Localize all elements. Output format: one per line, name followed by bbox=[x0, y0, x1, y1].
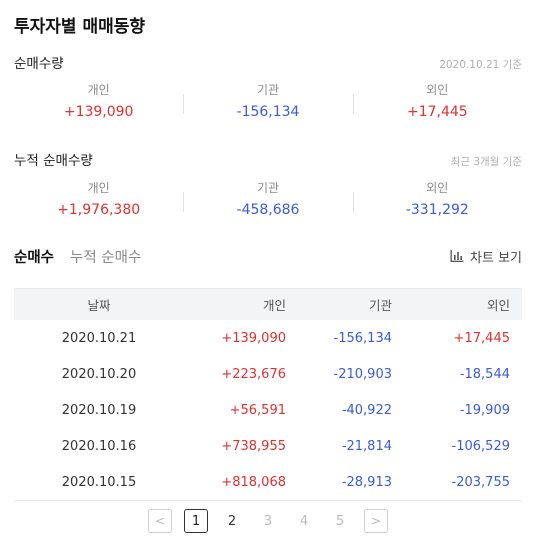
row-foreign: +17,445 bbox=[453, 330, 510, 346]
page-2[interactable]: 2 bbox=[227, 513, 237, 529]
cumulative-volume-title: 누적 순매수량 bbox=[14, 153, 93, 169]
net-institution-value: -156,134 bbox=[236, 104, 300, 120]
net-volume-summary: 개인 +139,090 기관 -156,134 외인 +17,445 bbox=[14, 82, 522, 126]
header-foreign: 외인 bbox=[486, 298, 510, 313]
chart-view-label: 차트 보기 bbox=[470, 250, 522, 266]
net-volume-title: 순매수량 bbox=[14, 56, 64, 72]
bar-chart-icon bbox=[450, 250, 464, 262]
cumulative-institution-label: 기관 bbox=[256, 181, 280, 195]
cumulative-individual-label: 개인 bbox=[87, 181, 110, 195]
net-foreign-value: +17,445 bbox=[406, 104, 468, 120]
net-volume-header: 순매수량 2020.10.21 기준 bbox=[14, 52, 522, 72]
net-institution-label: 기관 bbox=[256, 83, 280, 97]
cumulative-foreign: 외인 -331,292 bbox=[352, 180, 522, 224]
net-foreign: 외인 +17,445 bbox=[352, 82, 522, 126]
row-individual: +818,068 bbox=[221, 474, 286, 490]
page-4[interactable]: 4 bbox=[299, 513, 309, 529]
row-institution: -28,913 bbox=[341, 474, 392, 490]
table-bottom-divider bbox=[14, 500, 522, 501]
cumulative-volume-note: 최근 3개월 기준 bbox=[450, 156, 522, 168]
page-1[interactable]: 1 bbox=[184, 509, 208, 533]
cumulative-foreign-label: 외인 bbox=[426, 181, 449, 195]
header-date: 날짜 bbox=[87, 298, 111, 313]
net-individual: 개인 +139,090 bbox=[14, 82, 183, 126]
row-individual: +139,090 bbox=[221, 330, 286, 346]
tab-cumulative-net-buy[interactable]: 누적 순매수 bbox=[70, 249, 142, 266]
row-individual: +56,591 bbox=[229, 402, 286, 418]
cumulative-institution: 기관 -458,686 bbox=[183, 180, 352, 224]
cumulative-volume-summary: 개인 +1,976,380 기관 -458,686 외인 -331,292 bbox=[14, 180, 522, 224]
row-institution: -156,134 bbox=[333, 330, 392, 346]
net-individual-value: +139,090 bbox=[63, 104, 134, 120]
table-row: 2020.10.21 +139,090 -156,134 +17,445 bbox=[14, 320, 522, 356]
page-title: 투자자별 매매동향 bbox=[14, 17, 146, 37]
cumulative-volume-header: 누적 순매수량 최근 3개월 기준 bbox=[14, 149, 522, 169]
row-date: 2020.10.20 bbox=[61, 366, 137, 382]
row-date: 2020.10.16 bbox=[61, 438, 137, 454]
row-date: 2020.10.15 bbox=[61, 474, 137, 490]
page-3[interactable]: 3 bbox=[263, 513, 273, 529]
prev-page-button[interactable]: < bbox=[148, 509, 172, 533]
row-foreign: -203,755 bbox=[451, 474, 510, 490]
net-foreign-label: 외인 bbox=[426, 83, 449, 97]
pagination: < 1 2 3 4 5 > bbox=[0, 508, 535, 534]
net-institution: 기관 -156,134 bbox=[183, 82, 352, 126]
cumulative-individual-value: +1,976,380 bbox=[57, 202, 141, 218]
page-5[interactable]: 5 bbox=[335, 513, 345, 529]
view-tabs: 순매수 누적 순매수 차트 보기 bbox=[14, 245, 522, 267]
row-institution: -210,903 bbox=[333, 366, 392, 382]
row-foreign: -19,909 bbox=[459, 402, 510, 418]
chart-view-button[interactable]: 차트 보기 bbox=[450, 247, 522, 266]
header-institution: 기관 bbox=[368, 298, 392, 313]
header-individual: 개인 bbox=[262, 298, 286, 313]
next-page-button[interactable]: > bbox=[364, 509, 388, 533]
table-row: 2020.10.15 +818,068 -28,913 -203,755 bbox=[14, 464, 522, 500]
table-header: 날짜 개인 기관 외인 bbox=[14, 288, 522, 320]
tab-net-buy[interactable]: 순매수 bbox=[14, 249, 55, 266]
row-individual: +738,955 bbox=[221, 438, 286, 454]
table-row: 2020.10.19 +56,591 -40,922 -19,909 bbox=[14, 392, 522, 428]
net-volume-date-note: 2020.10.21 기준 bbox=[439, 59, 522, 71]
row-foreign: -18,544 bbox=[459, 366, 510, 382]
row-individual: +223,676 bbox=[221, 366, 286, 382]
row-foreign: -106,529 bbox=[451, 438, 510, 454]
row-date: 2020.10.19 bbox=[61, 402, 137, 418]
trading-table: 날짜 개인 기관 외인 2020.10.21 +139,090 -156,134… bbox=[14, 288, 522, 501]
table-row: 2020.10.16 +738,955 -21,814 -106,529 bbox=[14, 428, 522, 464]
cumulative-foreign-value: -331,292 bbox=[405, 202, 469, 218]
net-individual-label: 개인 bbox=[87, 83, 110, 97]
cumulative-institution-value: -458,686 bbox=[236, 202, 300, 218]
table-row: 2020.10.20 +223,676 -210,903 -18,544 bbox=[14, 356, 522, 392]
row-date: 2020.10.21 bbox=[61, 330, 137, 346]
cumulative-individual: 개인 +1,976,380 bbox=[14, 180, 183, 224]
row-institution: -40,922 bbox=[341, 402, 392, 418]
row-institution: -21,814 bbox=[341, 438, 392, 454]
